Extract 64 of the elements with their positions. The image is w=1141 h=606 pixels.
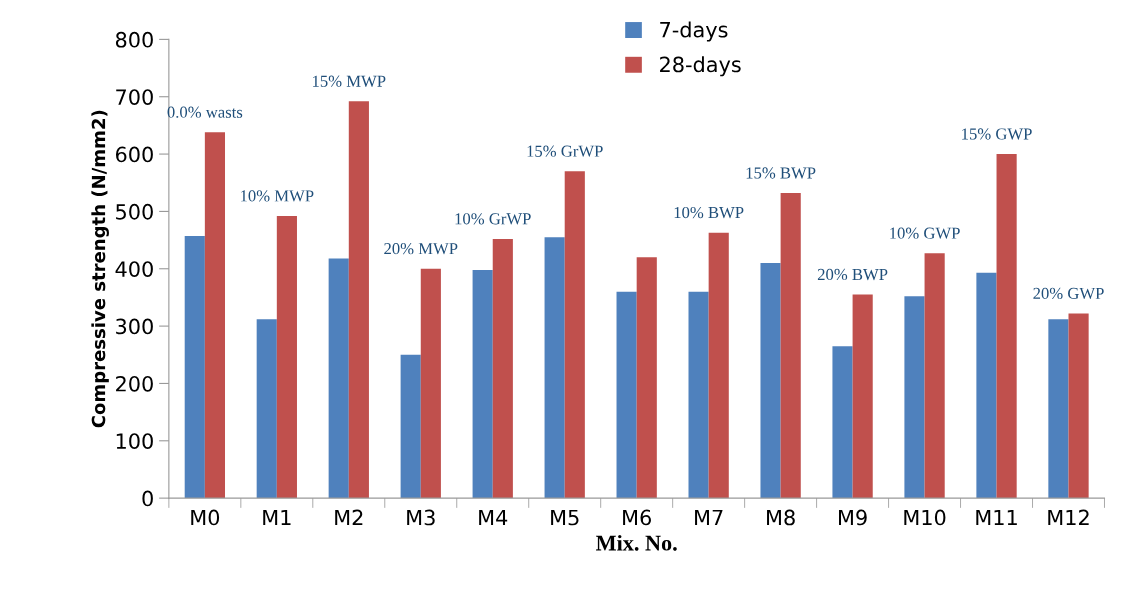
bar	[472, 269, 493, 499]
annotation: 15% GWP	[962, 128, 1032, 140]
bar	[760, 263, 781, 499]
bar	[636, 257, 657, 499]
bar	[832, 346, 853, 499]
annotation: 15% MWP	[312, 75, 386, 87]
bar	[328, 258, 349, 499]
bar	[256, 319, 277, 499]
x-tick-label: M2	[335, 509, 363, 526]
bar	[688, 291, 709, 499]
bar	[348, 101, 369, 499]
y-axis-title: Compressive strength (N/mm2)	[91, 110, 109, 428]
bar	[400, 354, 421, 499]
x-tick-label: M6	[623, 509, 651, 526]
annotation: 15% GrWP	[527, 145, 603, 157]
bar	[780, 193, 801, 499]
annotation: 10% GWP	[890, 227, 960, 239]
bar	[204, 132, 226, 499]
bar	[420, 268, 441, 499]
bar	[616, 291, 637, 499]
annotation: 10% MWP	[241, 190, 314, 202]
annotation: 20% GWP	[1033, 287, 1104, 300]
x-axis-title: Mix. No.	[596, 534, 677, 551]
y-tick-label: 500	[116, 203, 153, 220]
bar	[564, 171, 585, 499]
y-tick-label: 400	[115, 261, 153, 277]
x-tick-label: M0	[191, 509, 220, 526]
y-tick-label: 100	[116, 433, 153, 449]
annotation: 10% GrWP	[455, 213, 531, 225]
bar	[904, 296, 925, 499]
bar	[492, 238, 513, 499]
bar	[1048, 319, 1069, 499]
x-tick-label: M9	[839, 509, 867, 526]
y-tick-label: 600	[115, 146, 153, 163]
y-tick-label: 200	[116, 375, 153, 392]
y-tick-label: 700	[116, 89, 153, 105]
bar	[544, 237, 565, 499]
legend-label: 28-days	[660, 56, 741, 77]
annotation: 10% BWP	[674, 206, 744, 219]
x-tick-label: M5	[551, 509, 579, 526]
annotation: 20% MWP	[384, 243, 458, 255]
x-tick-label: M4	[479, 509, 508, 526]
bar	[1068, 313, 1089, 499]
bar	[976, 272, 997, 499]
annotation: 20% BWP	[817, 268, 888, 281]
bar	[276, 216, 297, 499]
annotation: 0.0% wasts	[167, 106, 243, 118]
annotation: 15% BWP	[746, 167, 816, 179]
x-tick-label: M12	[1048, 509, 1089, 526]
x-tick-label: M7	[695, 509, 723, 526]
x-tick-label: M3	[407, 509, 435, 526]
bar	[184, 236, 205, 499]
bar	[852, 294, 873, 499]
x-tick-label: M1	[263, 509, 291, 526]
y-tick-label: 300	[116, 318, 153, 335]
y-tick-label: 0	[142, 490, 153, 507]
x-tick-label: M10	[904, 509, 946, 526]
x-tick-label: M8	[767, 509, 795, 526]
bar	[996, 154, 1017, 499]
y-tick-label: 800	[115, 31, 153, 48]
legend-label: 7-days	[660, 21, 728, 42]
x-tick-label: M11	[976, 509, 1017, 526]
bar	[708, 232, 729, 499]
bar	[924, 253, 945, 499]
